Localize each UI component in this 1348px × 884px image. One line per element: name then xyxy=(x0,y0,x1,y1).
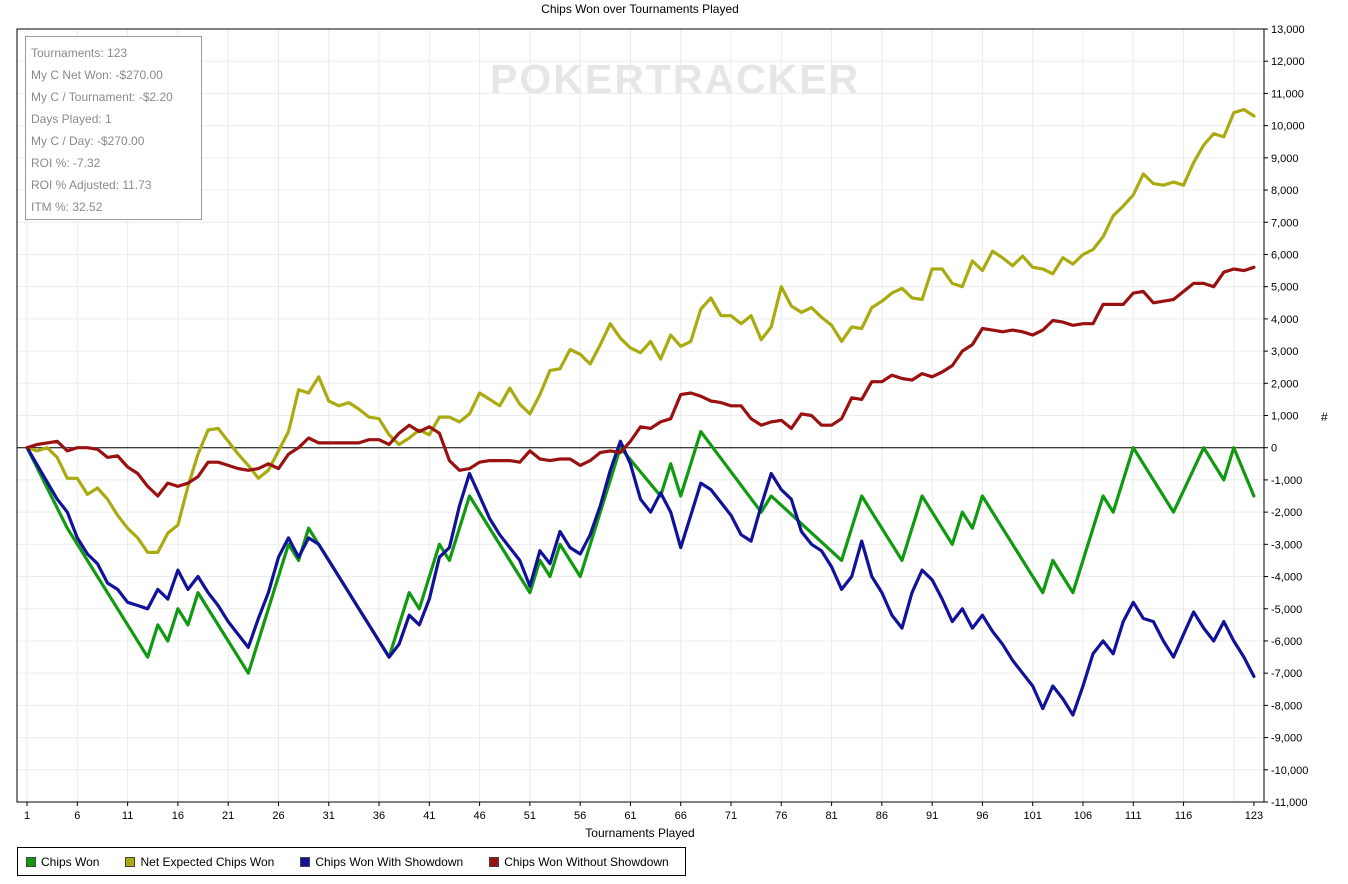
x-tick-label: 21 xyxy=(222,810,234,822)
stat-per-tournament: My C / Tournament: -$2.20 xyxy=(31,90,173,104)
y-tick-label: 5,000 xyxy=(1271,282,1299,294)
y-tick-label: -9,000 xyxy=(1271,733,1302,745)
x-tick-label: 26 xyxy=(272,810,284,822)
x-tick-label: 81 xyxy=(825,810,837,822)
x-tick-label: 101 xyxy=(1024,810,1042,822)
y-tick-label: 2,000 xyxy=(1271,378,1299,390)
stat-per-day: My C / Day: -$270.00 xyxy=(31,134,145,148)
y-tick-label: -1,000 xyxy=(1271,475,1302,487)
stat-roi: ROI %: -7.32 xyxy=(31,156,101,170)
legend-label: Chips Won xyxy=(41,854,100,869)
y-tick-label: -2,000 xyxy=(1271,507,1302,519)
x-tick-label: 6 xyxy=(74,810,80,822)
y-axis-ticks: -11,000 -10,000 -9,000 -8,000 -7,000 -6,000 -5… xyxy=(1264,24,1308,809)
x-tick-label: 123 xyxy=(1245,810,1263,822)
series-without-showdown xyxy=(25,265,1256,498)
y-tick-label: 6,000 xyxy=(1271,249,1299,261)
y-tick-label: -7,000 xyxy=(1271,668,1302,680)
x-tick-label: 106 xyxy=(1074,810,1092,822)
x-tick-label: 61 xyxy=(624,810,636,822)
x-tick-label: 16 xyxy=(172,810,184,822)
legend-label: Net Expected Chips Won xyxy=(140,854,275,869)
x-tick-label: 86 xyxy=(876,810,888,822)
stat-net-won: My C Net Won: -$270.00 xyxy=(31,68,163,82)
y-tick-label: -8,000 xyxy=(1271,700,1302,712)
y-tick-label: 7,000 xyxy=(1271,217,1299,229)
x-tick-label: 46 xyxy=(473,810,485,822)
y-tick-label: -11,000 xyxy=(1271,797,1308,809)
legend-swatch-net-expected xyxy=(125,856,136,867)
y-tick-label: 11,000 xyxy=(1271,88,1304,100)
series-net-expected xyxy=(25,107,1256,555)
y-tick-label: -6,000 xyxy=(1271,636,1302,648)
legend-item-net-expected: Net Expected Chips Won xyxy=(125,855,274,869)
y-tick-label: 8,000 xyxy=(1271,185,1299,197)
stats-panel: Tournaments: 123 My C Net Won: -$270.00 … xyxy=(25,36,202,220)
legend-swatch-without-showdown xyxy=(489,856,500,867)
y-tick-label: -4,000 xyxy=(1271,572,1302,584)
legend-swatch-with-showdown xyxy=(300,856,311,867)
stat-roi-adjusted: ROI % Adjusted: 11.73 xyxy=(31,178,152,192)
y-tick-label: 3,000 xyxy=(1271,346,1299,358)
x-tick-label: 66 xyxy=(675,810,687,822)
y-tick-label: -5,000 xyxy=(1271,604,1302,616)
y-tick-label: 4,000 xyxy=(1271,314,1299,326)
stat-itm: ITM %: 32.52 xyxy=(31,200,103,214)
y-tick-label: 13,000 xyxy=(1271,24,1305,36)
x-tick-label: 31 xyxy=(323,810,335,822)
series-with-showdown xyxy=(25,439,1256,717)
x-tick-label: 41 xyxy=(423,810,435,822)
x-axis-label: Tournaments Played xyxy=(585,826,695,840)
legend-item-without-showdown: Chips Won Without Showdown xyxy=(489,855,669,869)
y-tick-label: 9,000 xyxy=(1271,153,1299,165)
x-tick-label: 56 xyxy=(574,810,586,822)
legend: Chips Won Net Expected Chips Won Chips W… xyxy=(17,847,686,876)
y-tick-label: 1,000 xyxy=(1271,411,1299,423)
y-tick-label: 0 xyxy=(1271,443,1277,455)
x-tick-label: 76 xyxy=(775,810,787,822)
x-tick-label: 116 xyxy=(1175,810,1193,822)
x-tick-label: 1 xyxy=(24,810,30,822)
y-tick-label: 10,000 xyxy=(1271,121,1305,133)
x-tick-label: 71 xyxy=(725,810,737,822)
grid-lines xyxy=(17,28,1264,803)
x-tick-label: 36 xyxy=(373,810,385,822)
y-tick-label: -3,000 xyxy=(1271,539,1302,551)
stat-tournaments: Tournaments: 123 xyxy=(31,46,128,60)
x-tick-label: 96 xyxy=(976,810,988,822)
pokertracker-watermark: POKERTRACKER xyxy=(490,56,861,102)
y-tick-label: 12,000 xyxy=(1271,56,1305,68)
y-tick-label: -10,000 xyxy=(1271,765,1308,777)
y-axis-label: # xyxy=(1321,410,1328,424)
chart-title: Chips Won over Tournaments Played xyxy=(541,2,739,16)
x-tick-label: 111 xyxy=(1125,810,1142,822)
x-tick-label: 11 xyxy=(122,810,133,822)
series-chips-won xyxy=(25,430,1256,675)
legend-label: Chips Won Without Showdown xyxy=(504,854,669,869)
x-tick-label: 91 xyxy=(926,810,938,822)
x-tick-label: 51 xyxy=(524,810,536,822)
legend-item-chips-won: Chips Won xyxy=(26,855,99,869)
legend-item-with-showdown: Chips Won With Showdown xyxy=(300,855,463,869)
series-lines xyxy=(25,107,1256,717)
legend-label: Chips Won With Showdown xyxy=(315,854,464,869)
x-axis-ticks: 1 6 11 16 21 26 31 36 41 46 51 56 61 66 71 76 81 86 91 96 10… xyxy=(24,802,1263,822)
legend-swatch-chips-won xyxy=(26,856,36,867)
stat-days-played: Days Played: 1 xyxy=(31,112,112,126)
